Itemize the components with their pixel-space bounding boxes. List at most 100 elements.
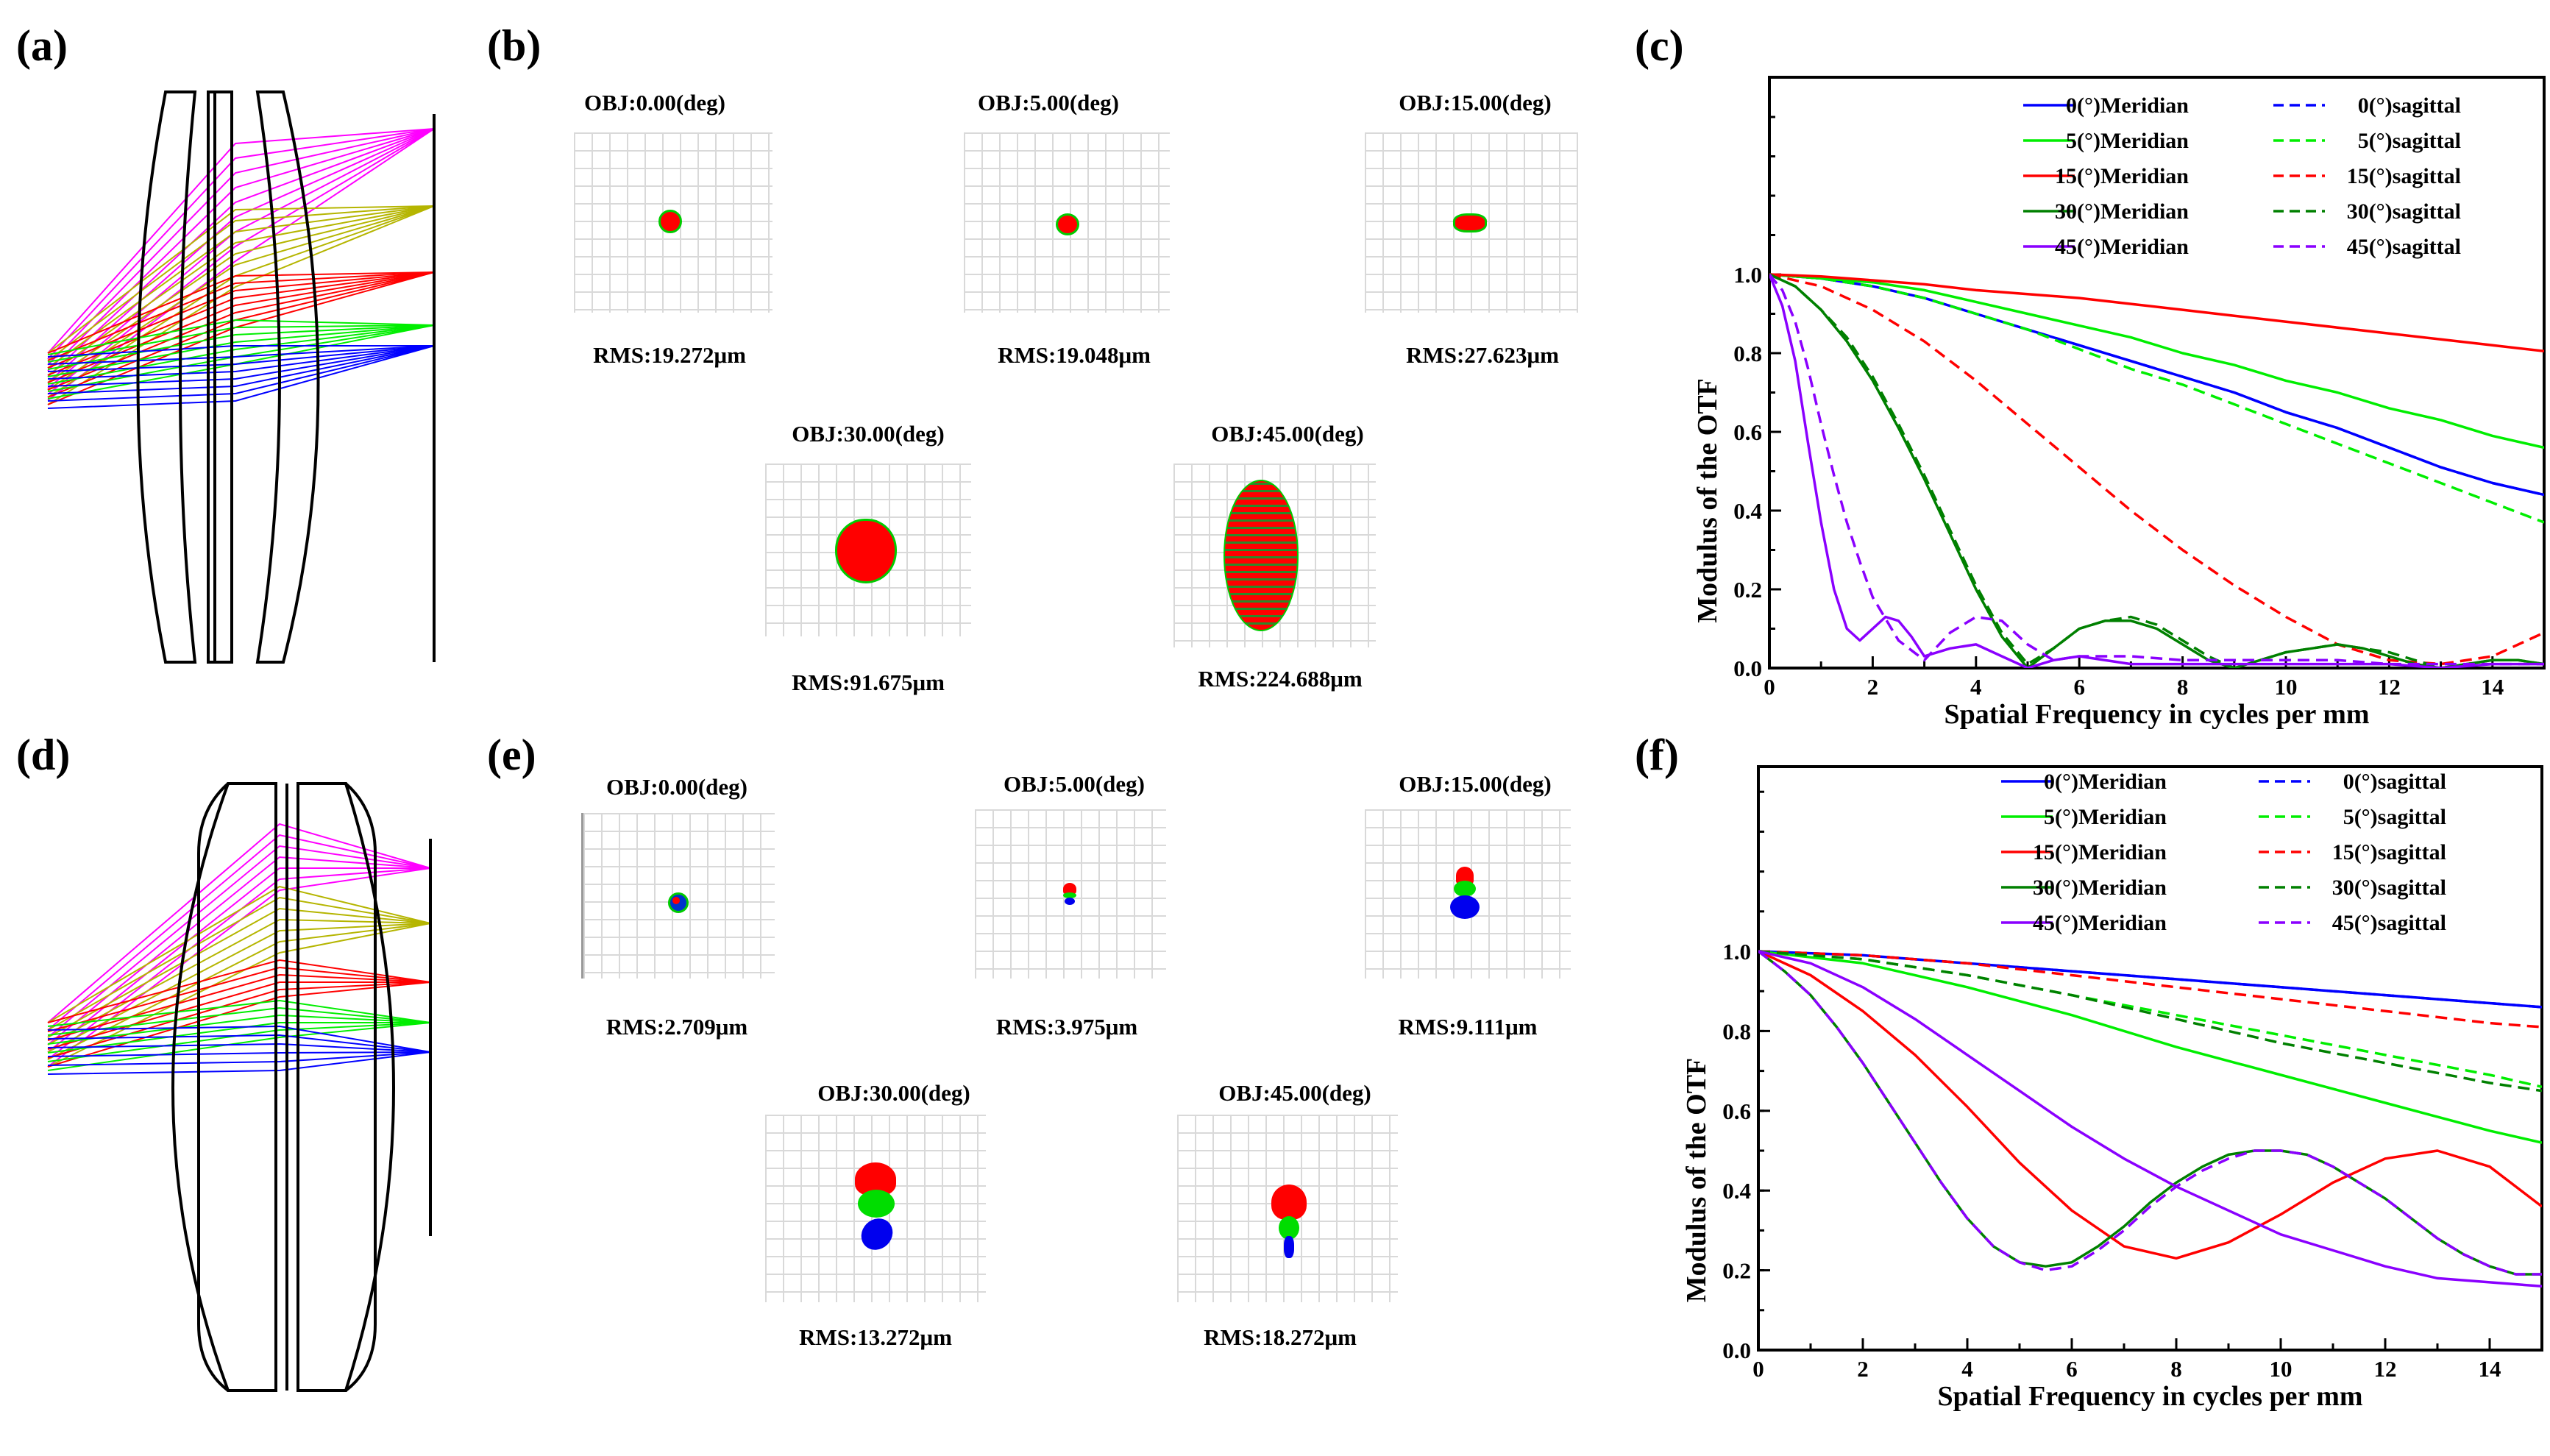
legend-label-f: 15(°)sagittal: [2332, 840, 2446, 864]
spot-e-4-grid: [1177, 1115, 1398, 1302]
lens-3-a: [255, 90, 320, 664]
rays-0deg-d: [47, 1025, 431, 1075]
spot-b-1-obj: OBJ:5.00(deg): [977, 90, 1119, 116]
panel-label-c: (c): [1635, 21, 1684, 70]
x-tick-label-c: 8: [2177, 674, 2189, 700]
y-tick-label-f: 0.0: [1722, 1338, 1751, 1363]
spot-b-4-blob: [1223, 480, 1299, 631]
y-tick-label-c: 1.0: [1733, 262, 1762, 288]
spot-e-3-grid: [765, 1115, 986, 1302]
series-line-c-5: [1769, 273, 2544, 666]
spot-b-1-grid: [964, 132, 1170, 313]
spot-b-1-blob: [1056, 213, 1079, 235]
panel-label-e: (e): [487, 731, 536, 779]
series-line-c-4: [1769, 273, 2544, 353]
spot-b-3-obj: OBJ:30.00(deg): [792, 421, 945, 447]
x-tick-label-c: 10: [2275, 674, 2298, 700]
spot-b-1-rms: RMS:19.048μm: [998, 342, 1151, 368]
ray-fans-a: [47, 128, 435, 409]
spot-e-1-green: [1063, 892, 1076, 898]
spot-b-0-grid: [574, 132, 773, 313]
y-axis-label-f: Modulus of the OTF: [1681, 1058, 1712, 1303]
series-line-c-9: [1769, 273, 2544, 666]
y-tick-label-f: 0.2: [1722, 1258, 1751, 1284]
panel-label-d: (d): [16, 731, 71, 779]
rays-0deg-a: [47, 345, 435, 409]
series-line-c-8: [1769, 274, 2544, 668]
legend-label-f: 30(°)Meridian: [2033, 876, 2167, 900]
ray-fans-d: [47, 823, 431, 1075]
spot-e-4-blue: [1284, 1236, 1294, 1258]
spot-e-2-green: [1454, 881, 1476, 897]
spot-e-4-rms: RMS:18.272μm: [1204, 1324, 1357, 1350]
lens-elements-a: [136, 90, 436, 664]
lens-1-d: [171, 782, 277, 1392]
legend-label-f: 15(°)Meridian: [2033, 840, 2167, 864]
series-line-c-2: [1769, 273, 2544, 450]
legend-label-c: 15(°)sagittal: [2347, 164, 2461, 188]
legend-label-c: 0(°)Meridian: [2066, 93, 2189, 118]
series-line-f-2: [1758, 950, 2542, 1144]
spot-e-0-rms: RMS:2.709μm: [605, 1014, 748, 1040]
y-tick-label-f: 0.4: [1722, 1178, 1751, 1204]
x-tick-label-f: 6: [2066, 1356, 2078, 1382]
spot-e-3-green: [858, 1190, 895, 1218]
series-line-f-1: [1758, 950, 2542, 1009]
legend-label-c: 15(°)Meridian: [2055, 164, 2189, 188]
x-tick-label-f: 4: [1961, 1356, 1973, 1382]
x-tick-label-f: 14: [2479, 1356, 2501, 1382]
spot-e-4-red: [1271, 1185, 1307, 1220]
legend-label-c: 5(°)sagittal: [2358, 129, 2461, 153]
lens-layout-d: [47, 782, 432, 1392]
x-tick-label-c: 0: [1764, 674, 1775, 700]
legend-label-c: 30(°)Meridian: [2055, 199, 2189, 224]
spot-e-2-blue: [1450, 895, 1480, 919]
spot-e-1-obj: OBJ:5.00(deg): [1003, 771, 1145, 797]
panel-label-a: (a): [16, 21, 68, 70]
rays-5deg-d: [47, 999, 431, 1071]
spot-b-3-grid: [765, 464, 971, 636]
spot-e-0-core: [672, 897, 680, 904]
series-line-f-4: [1758, 950, 2542, 1260]
spot-e-2-rms: RMS:9.111μm: [1398, 1014, 1538, 1040]
y-tick-label-c: 0.8: [1733, 341, 1762, 366]
y-tick-label-c: 0.6: [1733, 419, 1762, 445]
spot-b-2-rms: RMS:27.623μm: [1406, 342, 1559, 368]
spot-e-0-grid: [581, 813, 775, 979]
series-line-c-6: [1769, 273, 2544, 668]
mtf-chart-c: 0.0 0.2 0.4 0.6 0.8 1.0 0 2 4 6 8 10 12 14 Spatial Fre…: [1692, 76, 2546, 730]
series-line-f-3: [1758, 950, 2542, 1089]
spot-e-4-obj: OBJ:45.00(deg): [1218, 1080, 1371, 1106]
panel-label-b: (b): [487, 21, 541, 70]
spot-b-4-grid: [1173, 464, 1376, 647]
x-tick-label-c: 6: [2073, 674, 2085, 700]
legend-label-c: 0(°)sagittal: [2358, 93, 2461, 118]
spot-e-3-rms: RMS:13.272μm: [799, 1324, 952, 1350]
legend-label-f: 5(°)Meridian: [2044, 805, 2167, 829]
panel-label-f: (f): [1635, 731, 1679, 779]
lens-1-a: [136, 90, 197, 664]
series-line-c-7: [1769, 273, 2544, 668]
lens-2-a: [207, 90, 233, 664]
spot-e-1-red: [1063, 883, 1076, 895]
series-line-f-9: [1758, 950, 2542, 1276]
legend-label-f: 45(°)Meridian: [2033, 911, 2167, 935]
y-tick-label-f: 1.0: [1722, 939, 1751, 965]
legend-label-f: 0(°)Meridian: [2044, 770, 2167, 794]
series-group-c: [1769, 273, 2544, 668]
plot-frame-c: [1768, 76, 2546, 670]
legend-label-f: 45(°)sagittal: [2332, 911, 2446, 935]
series-group-f: [1758, 950, 2542, 1288]
legend-label-f: 30(°)sagittal: [2332, 876, 2446, 900]
lens-2-d: [296, 782, 395, 1392]
series-line-f-5: [1758, 950, 2542, 1029]
legend-label-c: 30(°)sagittal: [2347, 199, 2461, 224]
legend-label-f: 0(°)sagittal: [2343, 770, 2446, 794]
x-tick-label-c: 12: [2378, 674, 2401, 700]
spot-b-2-grid: [1365, 132, 1578, 313]
legend-label-f: 5(°)sagittal: [2343, 805, 2446, 829]
y-tick-label-c: 0.4: [1733, 498, 1762, 524]
spot-e-1-blue: [1065, 898, 1075, 905]
spot-b-4-obj: OBJ:45.00(deg): [1211, 421, 1364, 447]
spot-e-1-rms: RMS:3.975μm: [995, 1014, 1138, 1040]
